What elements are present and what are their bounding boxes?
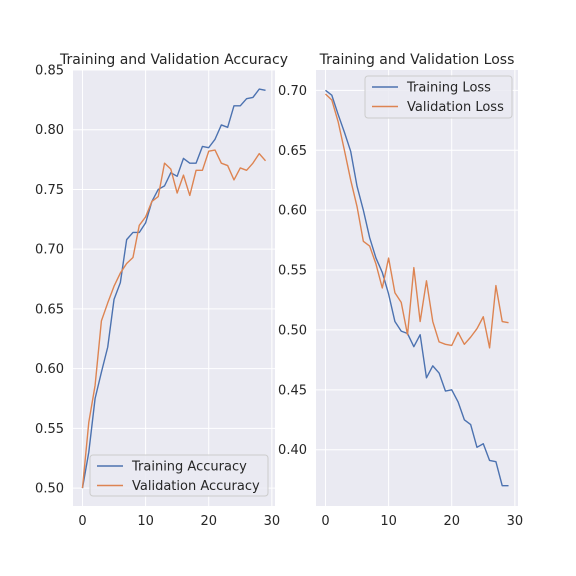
y-tick-label: 0.55 [35,422,64,437]
legend-label: Validation Loss [407,100,504,115]
chart-title: Training and Validation Loss [319,52,515,68]
x-tick-label: 0 [78,514,86,529]
accuracy-chart: 0.50 0.55 0.60 0.65 0.70 0.75 0.80 0.85 0 10 20 30 T… [35,52,288,529]
x-tick-label: 20 [443,514,460,529]
series-line-training-loss [325,89,509,487]
loss-chart: 0.40 0.45 0.50 0.55 0.60 0.65 0.70 0 10 20 30 Train… [278,52,523,529]
y-tick-label: 0.65 [35,302,64,317]
y-tick-label: 0.50 [35,482,64,497]
y-tick-label: 0.55 [278,264,307,279]
legend-label: Validation Accuracy [132,479,260,494]
y-tick-label: 0.65 [278,144,307,159]
x-tick-label: 30 [264,514,281,529]
series-line-validation-accuracy [81,149,267,489]
x-tick-label: 30 [507,514,524,529]
y-tick-label: 0.50 [278,323,307,338]
y-tick-label: 0.70 [35,243,64,258]
plot-area [73,70,275,506]
x-tick-label: 10 [137,514,154,529]
legend-label: Training Loss [406,81,491,96]
x-tick-label: 10 [380,514,397,529]
y-tick-label: 0.60 [278,204,307,219]
y-tick-label: 0.60 [35,362,64,377]
y-tick-label: 0.80 [35,123,64,138]
y-tick-label: 0.85 [35,64,64,79]
legend: Training Loss Validation Loss [364,75,513,119]
plot-area [316,70,518,506]
x-tick-label: 20 [200,514,217,529]
y-tick-label: 0.75 [35,183,64,198]
legend-box [364,75,513,119]
y-tick-label: 0.45 [278,383,307,398]
x-tick-label: 0 [321,514,329,529]
series-line-validation-loss [324,93,509,349]
legend-box [89,454,269,497]
legend-label: Training Accuracy [131,460,247,475]
chart-title: Training and Validation Accuracy [59,52,288,68]
series-line-training-accuracy [81,88,266,489]
y-tick-label: 0.40 [278,443,307,458]
y-tick-label: 0.70 [278,84,307,99]
legend: Training Accuracy Validation Accuracy [89,454,269,497]
